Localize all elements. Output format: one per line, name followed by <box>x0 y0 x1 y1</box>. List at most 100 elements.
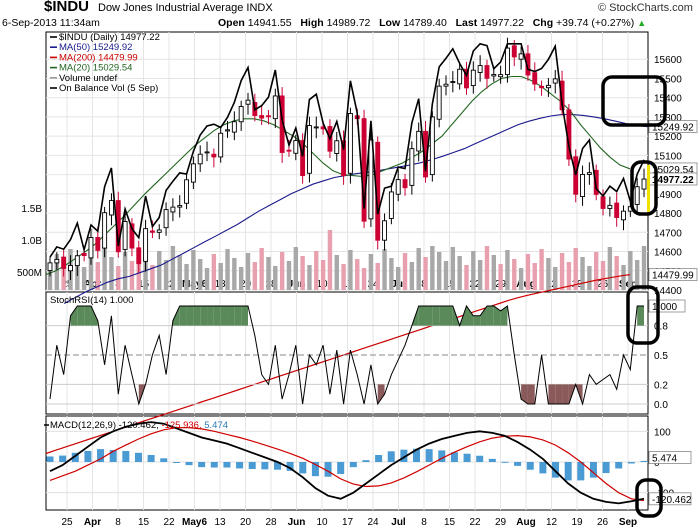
candle <box>231 121 237 133</box>
volume-bar <box>232 258 237 290</box>
macd-histogram-bar <box>387 451 395 462</box>
stoch-overbought-fill <box>439 306 446 326</box>
legend-entry: Volume undef <box>59 73 117 84</box>
macd-histogram-bar <box>147 455 155 462</box>
y-tick-label: 14800 <box>654 209 682 220</box>
candle <box>286 149 292 152</box>
macd-histogram-bar <box>615 462 623 469</box>
volume-bar <box>628 251 633 290</box>
volume-bar <box>47 268 53 290</box>
volume-bar <box>314 251 319 290</box>
brand-label[interactable]: © StockCharts.com <box>598 2 693 14</box>
candle <box>498 74 504 78</box>
volume-bar <box>553 267 558 290</box>
volume-bar <box>361 268 367 290</box>
candle <box>491 73 497 77</box>
x-tick-label: Jun <box>288 517 306 528</box>
candle <box>68 265 73 272</box>
macd-name: MACD(12,26,9) <box>50 420 119 431</box>
macd-histogram-bar <box>425 449 433 462</box>
volume-bar <box>286 261 292 290</box>
legend-entry: $INDU (Daily) 14977.22 <box>59 32 160 43</box>
x-tick-label: 15 <box>138 517 150 528</box>
candle <box>197 153 203 165</box>
macd-histogram-bar <box>577 462 585 481</box>
stoch-tick-label: 0.2 <box>654 380 668 391</box>
open-value: 14941.55 <box>247 17 292 29</box>
stoch-overbought-fill <box>432 306 440 326</box>
x-tick-label: 12 <box>546 279 558 290</box>
volume-bar <box>204 268 210 290</box>
volume-bar <box>293 247 298 290</box>
macd-histogram-bar <box>185 462 193 466</box>
candles <box>47 37 647 280</box>
chg-label: Chg <box>532 17 554 29</box>
candle <box>184 179 190 204</box>
volume-bar <box>198 259 203 290</box>
candle <box>108 200 114 216</box>
x-tick-label: 24 <box>367 279 379 290</box>
volume-bar <box>525 254 531 290</box>
volume-bar <box>498 264 503 290</box>
macd-histogram-bar <box>539 462 547 474</box>
macd-title: MACD(12,26,9) -120.462, -125.936, 5.474 <box>50 420 228 431</box>
volume-bar <box>150 265 155 290</box>
volume-bar <box>566 262 572 290</box>
macd-histogram-bar <box>84 450 92 462</box>
volume-bar <box>163 260 169 290</box>
x-tick-label: 20 <box>240 279 252 290</box>
macd-histogram-bar <box>450 452 458 462</box>
macd-histogram-bar <box>59 455 67 462</box>
candle <box>539 85 545 89</box>
volume-bar <box>225 249 230 290</box>
candle <box>143 228 149 262</box>
volume-bar <box>375 263 380 290</box>
candle <box>306 125 312 174</box>
candle <box>225 129 230 132</box>
stoch-tick-label: 0.8 <box>654 322 668 333</box>
y-tick-label: 15500 <box>654 74 682 85</box>
volume-bar <box>573 248 578 290</box>
volume-bar <box>259 248 264 290</box>
candle <box>293 140 299 154</box>
x-tick-label: 24 <box>367 517 379 528</box>
stoch-overbought-fill <box>70 306 78 326</box>
candle <box>436 85 442 120</box>
candle <box>313 126 319 129</box>
stoch-title: StochRSI(14) 1.000 <box>50 295 133 306</box>
legend-entry: On Balance Vol (5 Sep) <box>59 83 158 94</box>
annotation-highlight-box <box>626 285 660 345</box>
x-tick-label: Sep <box>619 517 637 528</box>
stoch-overbought-fill <box>241 306 248 326</box>
ma50-line <box>63 114 649 304</box>
candle <box>245 99 251 105</box>
macd-histogram-bar <box>210 462 218 468</box>
stoch-oversold-fill <box>377 384 385 404</box>
macd-histogram-bar <box>299 462 307 474</box>
candle <box>74 255 80 267</box>
x-tick-label: 19 <box>571 517 583 528</box>
volume-bar <box>559 253 565 290</box>
volume-bar <box>368 254 374 290</box>
x-tick-label: 26 <box>597 517 609 528</box>
candle <box>190 163 196 183</box>
candle <box>593 169 599 195</box>
macd-histogram-bar <box>172 462 180 463</box>
macd-histogram-bar <box>337 462 345 474</box>
annotation-highlight-box <box>635 478 663 518</box>
macd-histogram-bar <box>324 462 332 477</box>
volume-bar <box>430 246 435 290</box>
volume-bar <box>245 253 251 290</box>
candle <box>54 258 60 264</box>
stoch-overbought-fill <box>234 306 242 326</box>
volume-bar <box>402 253 408 290</box>
x-tick-label: Apr <box>84 517 101 528</box>
stoch-overbought-fill <box>186 306 194 326</box>
volume-bar <box>54 254 60 290</box>
legend-entry: MA(50) 15249.92 <box>59 42 132 53</box>
candle <box>382 220 388 241</box>
candle <box>218 132 224 158</box>
stochrsi-line <box>49 304 644 406</box>
volume-bar <box>546 258 551 290</box>
